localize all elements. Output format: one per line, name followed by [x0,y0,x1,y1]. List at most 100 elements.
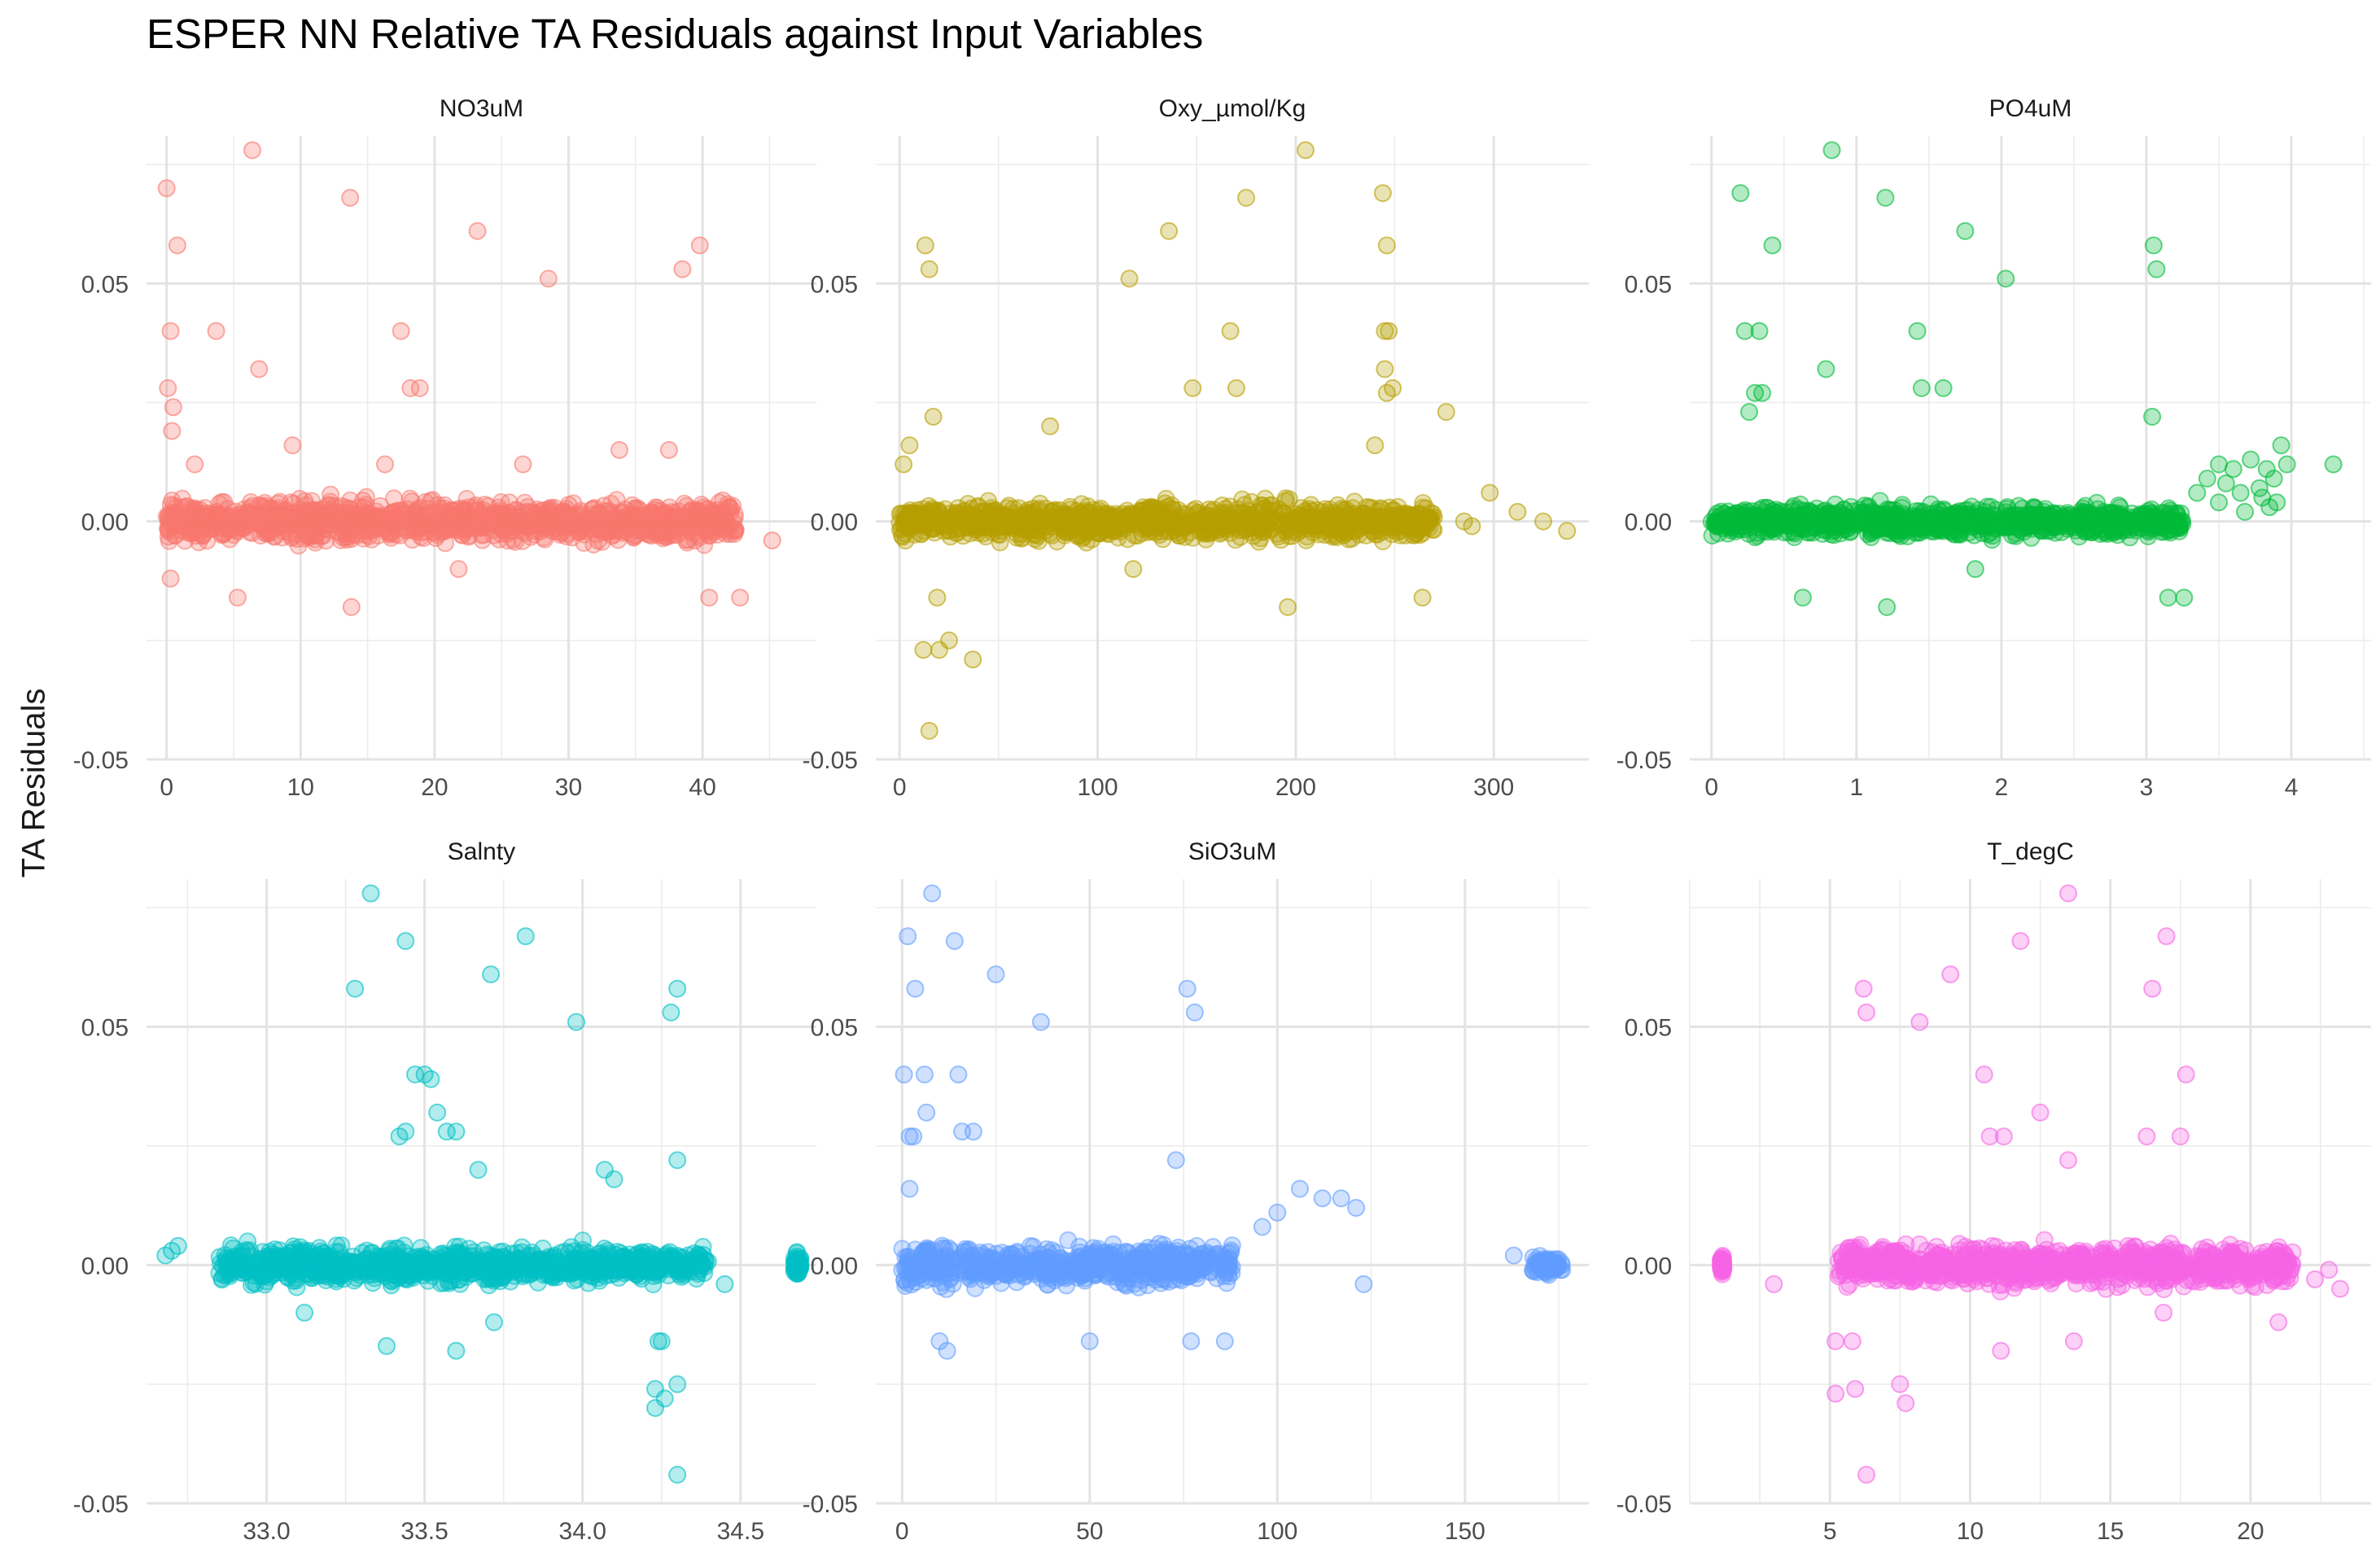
data-point [1377,236,1396,255]
data-point [2277,455,2296,474]
data-point [789,1261,807,1279]
data-point [649,1261,667,1279]
data-point [453,526,472,545]
data-point [333,525,352,544]
data-point [460,1240,479,1258]
data-point [940,631,958,650]
data-point [610,440,628,459]
data-point [1279,597,1297,616]
data-point [588,1262,606,1280]
data-point [468,221,487,240]
data-point [1848,511,1866,529]
data-point [361,884,380,903]
data-point [295,1303,314,1322]
data-point [1367,518,1386,536]
y-tick-label: 0.00 [81,510,129,536]
data-point [920,260,938,278]
data-point [218,514,237,532]
x-tick-label: 33.0 [243,1518,290,1545]
x-tick-label: 0 [1704,774,1718,801]
data-point [228,588,247,607]
x-tick-label: 0 [893,774,907,801]
data-point [2159,588,2177,607]
data-point [924,408,943,426]
data-point [1153,530,1172,549]
data-point [900,436,919,455]
data-point [331,1266,350,1284]
data-point [1249,518,1267,537]
data-point [163,422,182,440]
x-tick-label: 33.5 [400,1518,448,1545]
data-point [1231,527,1249,546]
data-point [449,560,468,579]
data-point [1827,516,1846,535]
data-point [920,721,938,740]
data-point [410,378,429,397]
y-tick-label: -0.05 [73,1491,129,1518]
data-point [940,521,959,540]
data-point [679,531,698,549]
data-point [1366,436,1385,455]
data-point [673,260,692,278]
data-point [659,440,678,459]
data-point [1004,509,1022,527]
x-tick-label: 20 [421,774,448,801]
data-point [1753,383,1771,402]
data-point [480,1269,499,1288]
data-point [763,531,781,549]
data-point [2044,518,2063,536]
data-point [433,505,452,523]
data-point [1302,496,1320,514]
data-point [978,518,996,537]
data-point [646,1398,664,1417]
data-point [1227,378,1245,397]
data-point [731,588,750,607]
data-point [433,1254,452,1273]
data-point [2010,506,2028,525]
data-point [1974,510,1993,528]
data-point [1508,502,1527,521]
data-point [491,509,510,527]
data-point [2242,450,2260,469]
y-tick-label: 0.05 [811,271,858,298]
data-point [700,588,719,607]
data-point [1740,403,1758,422]
data-point [2236,502,2255,521]
y-tick-label: -0.05 [803,747,858,774]
data-point [1997,269,2015,288]
x-tick-label: 3 [2140,774,2154,801]
data-point [1140,504,1158,523]
data-point [654,529,672,548]
data-point [1114,517,1133,536]
y-tick-label: 0.00 [81,1253,129,1279]
data-point [627,514,645,533]
data-point [396,1122,415,1141]
x-tick-label: 40 [689,774,715,801]
data-point [1376,360,1394,378]
data-point [567,1013,585,1031]
y-tick-label: -0.05 [73,747,129,774]
panel-po4um: PO4uM-0.050.000.050 1 2 3 4 [1617,95,2371,801]
data-point [487,1249,505,1267]
data-point [1203,510,1222,529]
data-point [2188,483,2207,502]
data-point [322,505,340,524]
data-point [1411,518,1430,536]
data-point [447,1122,466,1141]
data-point [1534,512,1552,531]
data-point [262,510,281,528]
data-point [2147,260,2166,278]
data-point [1940,507,1959,526]
data-point [1059,1231,1078,1249]
data-point [715,1275,734,1293]
data-point [1763,236,1782,255]
data-point [2231,483,2250,502]
data-point [1183,378,1202,397]
data-point [469,1161,488,1179]
data-point [2074,503,2093,522]
data-point [411,498,430,517]
x-tick-label: 1 [1849,774,1863,801]
y-tick-label: 0.05 [1625,271,1672,298]
